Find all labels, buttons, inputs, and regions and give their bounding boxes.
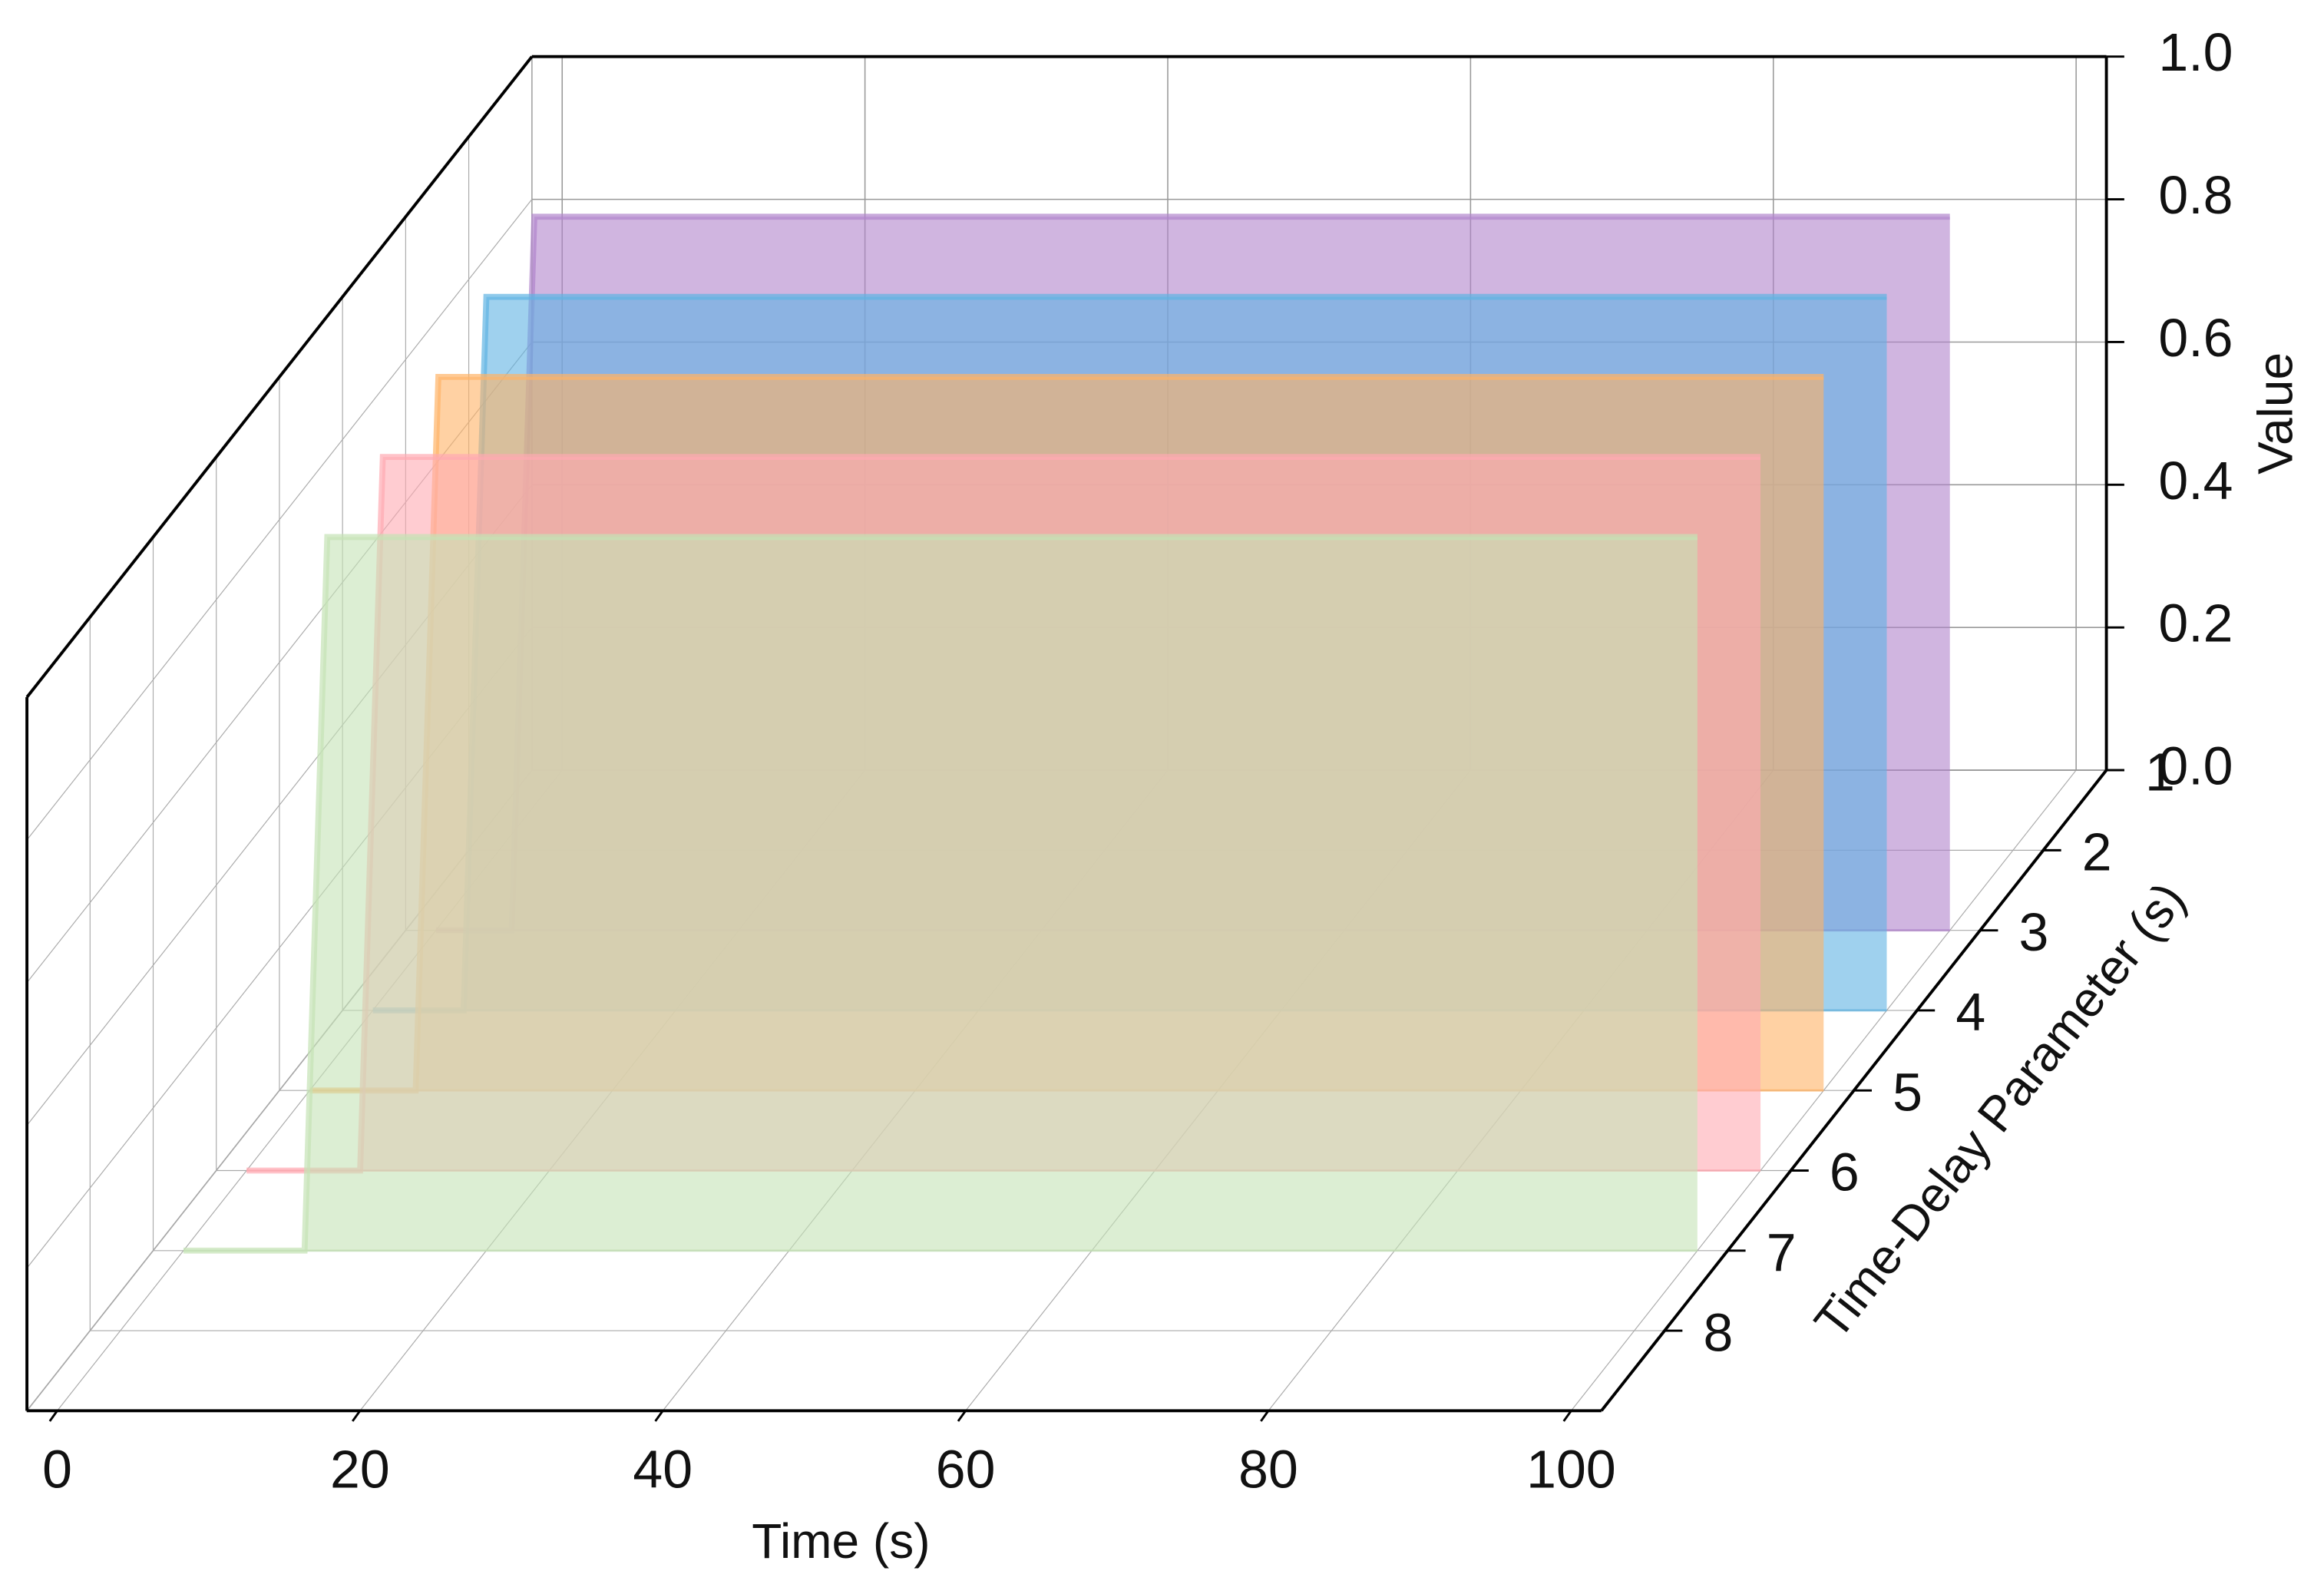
- z-tick-label: 0.8: [2158, 165, 2233, 225]
- x-tick-label: 100: [1526, 1439, 1616, 1499]
- z-axis-label: Value: [2248, 352, 2303, 475]
- x-tick: [352, 1410, 362, 1422]
- y-tick-label: 7: [1767, 1222, 1797, 1282]
- x-tick: [1260, 1410, 1270, 1422]
- z-tick-label: 0.4: [2158, 451, 2233, 511]
- y-tick-label: 2: [2082, 822, 2112, 882]
- x-axis-label: Time (s): [752, 1513, 930, 1569]
- z-tick-label: 0.0: [2158, 736, 2233, 796]
- x-tick-label: 40: [633, 1439, 693, 1499]
- grid-line: [26, 199, 533, 841]
- x-tick: [48, 1410, 58, 1422]
- x-tick-label: 20: [330, 1439, 390, 1499]
- x-tick-label: 0: [42, 1439, 72, 1499]
- x-tick-label: 80: [1238, 1439, 1298, 1499]
- area: [183, 537, 1698, 1251]
- y-tick-label: 4: [1955, 982, 1985, 1042]
- y-tick-label: 6: [1830, 1143, 1860, 1202]
- axis-line: [25, 55, 534, 699]
- z-tick-label: 1.0: [2158, 22, 2233, 82]
- y-tick-label: 8: [1703, 1302, 1733, 1362]
- x-tick: [957, 1410, 967, 1422]
- x-tick: [1562, 1410, 1572, 1422]
- z-tick-label: 0.6: [2158, 308, 2233, 368]
- x-tick: [654, 1410, 664, 1422]
- y-tick-label: 3: [2019, 902, 2049, 962]
- y-tick-label: 5: [1893, 1062, 1922, 1122]
- x-tick-label: 60: [936, 1439, 996, 1499]
- z-tick-label: 0.2: [2158, 594, 2233, 653]
- y-tick-label: 1: [2145, 742, 2175, 802]
